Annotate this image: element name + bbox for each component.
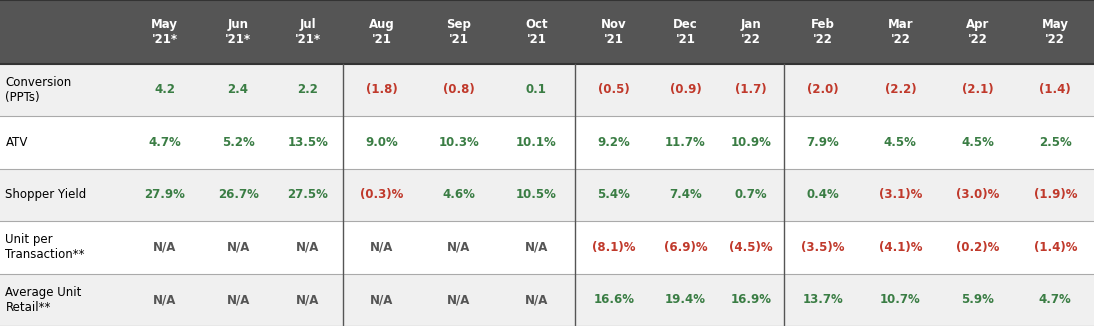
Text: 26.7%: 26.7% xyxy=(218,188,258,201)
Text: (1.8): (1.8) xyxy=(365,83,397,96)
Text: 4.6%: 4.6% xyxy=(442,188,475,201)
Text: Conversion
(PPTs): Conversion (PPTs) xyxy=(5,76,72,104)
Text: (4.5)%: (4.5)% xyxy=(730,241,773,254)
Text: 11.7%: 11.7% xyxy=(665,136,706,149)
Text: Dec
'21: Dec '21 xyxy=(673,18,698,46)
Text: 0.7%: 0.7% xyxy=(735,188,768,201)
Text: N/A: N/A xyxy=(296,293,319,306)
Text: N/A: N/A xyxy=(525,293,548,306)
Text: (0.5): (0.5) xyxy=(598,83,630,96)
FancyBboxPatch shape xyxy=(0,0,1094,64)
Text: N/A: N/A xyxy=(370,241,393,254)
Text: May
'21*: May '21* xyxy=(151,18,178,46)
Text: (2.1): (2.1) xyxy=(962,83,993,96)
Text: (0.3)%: (0.3)% xyxy=(360,188,403,201)
Text: (3.5)%: (3.5)% xyxy=(801,241,845,254)
Text: 2.5%: 2.5% xyxy=(1039,136,1072,149)
Text: (0.2)%: (0.2)% xyxy=(956,241,1000,254)
Text: (4.1)%: (4.1)% xyxy=(878,241,922,254)
FancyBboxPatch shape xyxy=(0,169,1094,221)
Text: Aug
'21: Aug '21 xyxy=(369,18,394,46)
Text: Shopper Yield: Shopper Yield xyxy=(5,188,86,201)
Text: 7.4%: 7.4% xyxy=(670,188,701,201)
Text: 13.5%: 13.5% xyxy=(288,136,328,149)
Text: (0.8): (0.8) xyxy=(443,83,475,96)
Text: Sep
'21: Sep '21 xyxy=(446,18,472,46)
Text: 9.2%: 9.2% xyxy=(597,136,630,149)
Text: 9.0%: 9.0% xyxy=(365,136,398,149)
Text: Oct
'21: Oct '21 xyxy=(525,18,548,46)
Text: 2.4: 2.4 xyxy=(228,83,248,96)
Text: Nov
'21: Nov '21 xyxy=(601,18,627,46)
Text: 16.9%: 16.9% xyxy=(731,293,771,306)
Text: 5.2%: 5.2% xyxy=(222,136,255,149)
Text: N/A: N/A xyxy=(370,293,393,306)
Text: Apr
'22: Apr '22 xyxy=(966,18,989,46)
Text: Feb
'22: Feb '22 xyxy=(811,18,835,46)
Text: (6.9)%: (6.9)% xyxy=(664,241,707,254)
Text: 5.4%: 5.4% xyxy=(597,188,630,201)
FancyBboxPatch shape xyxy=(0,274,1094,326)
FancyBboxPatch shape xyxy=(0,221,1094,274)
Text: N/A: N/A xyxy=(153,241,176,254)
Text: 10.9%: 10.9% xyxy=(731,136,771,149)
FancyBboxPatch shape xyxy=(0,116,1094,169)
Text: Jun
'21*: Jun '21* xyxy=(225,18,252,46)
Text: 0.4%: 0.4% xyxy=(806,188,839,201)
Text: Jan
'22: Jan '22 xyxy=(741,18,761,46)
Text: 19.4%: 19.4% xyxy=(665,293,706,306)
Text: 10.1%: 10.1% xyxy=(516,136,557,149)
Text: 16.6%: 16.6% xyxy=(593,293,635,306)
Text: 10.7%: 10.7% xyxy=(880,293,921,306)
Text: 27.9%: 27.9% xyxy=(144,188,185,201)
Text: Unit per
Transaction**: Unit per Transaction** xyxy=(5,233,85,261)
Text: (1.4)%: (1.4)% xyxy=(1034,241,1076,254)
Text: 2.2: 2.2 xyxy=(298,83,318,96)
Text: N/A: N/A xyxy=(226,293,249,306)
Text: Mar
'22: Mar '22 xyxy=(887,18,913,46)
Text: 4.5%: 4.5% xyxy=(962,136,994,149)
Text: 5.9%: 5.9% xyxy=(962,293,994,306)
Text: (8.1)%: (8.1)% xyxy=(592,241,636,254)
Text: N/A: N/A xyxy=(447,241,470,254)
Text: 10.3%: 10.3% xyxy=(439,136,479,149)
Text: ATV: ATV xyxy=(5,136,27,149)
FancyBboxPatch shape xyxy=(0,64,1094,116)
Text: 13.7%: 13.7% xyxy=(803,293,843,306)
Text: (2.0): (2.0) xyxy=(807,83,839,96)
Text: May
'22: May '22 xyxy=(1041,18,1069,46)
Text: 4.7%: 4.7% xyxy=(1039,293,1072,306)
Text: 7.9%: 7.9% xyxy=(806,136,839,149)
Text: N/A: N/A xyxy=(525,241,548,254)
Text: Jul
'21*: Jul '21* xyxy=(294,18,321,46)
Text: (3.1)%: (3.1)% xyxy=(878,188,922,201)
Text: 4.5%: 4.5% xyxy=(884,136,917,149)
Text: 27.5%: 27.5% xyxy=(288,188,328,201)
Text: 10.5%: 10.5% xyxy=(516,188,557,201)
Text: N/A: N/A xyxy=(226,241,249,254)
Text: 4.7%: 4.7% xyxy=(148,136,181,149)
Text: (1.4): (1.4) xyxy=(1039,83,1071,96)
Text: N/A: N/A xyxy=(153,293,176,306)
Text: (1.9)%: (1.9)% xyxy=(1034,188,1076,201)
Text: Average Unit
Retail**: Average Unit Retail** xyxy=(5,286,82,314)
Text: N/A: N/A xyxy=(296,241,319,254)
Text: 4.2: 4.2 xyxy=(154,83,175,96)
Text: 0.1: 0.1 xyxy=(526,83,547,96)
Text: (1.7): (1.7) xyxy=(735,83,767,96)
Text: (2.2): (2.2) xyxy=(885,83,916,96)
Text: (0.9): (0.9) xyxy=(670,83,701,96)
Text: N/A: N/A xyxy=(447,293,470,306)
Text: (3.0)%: (3.0)% xyxy=(956,188,1000,201)
